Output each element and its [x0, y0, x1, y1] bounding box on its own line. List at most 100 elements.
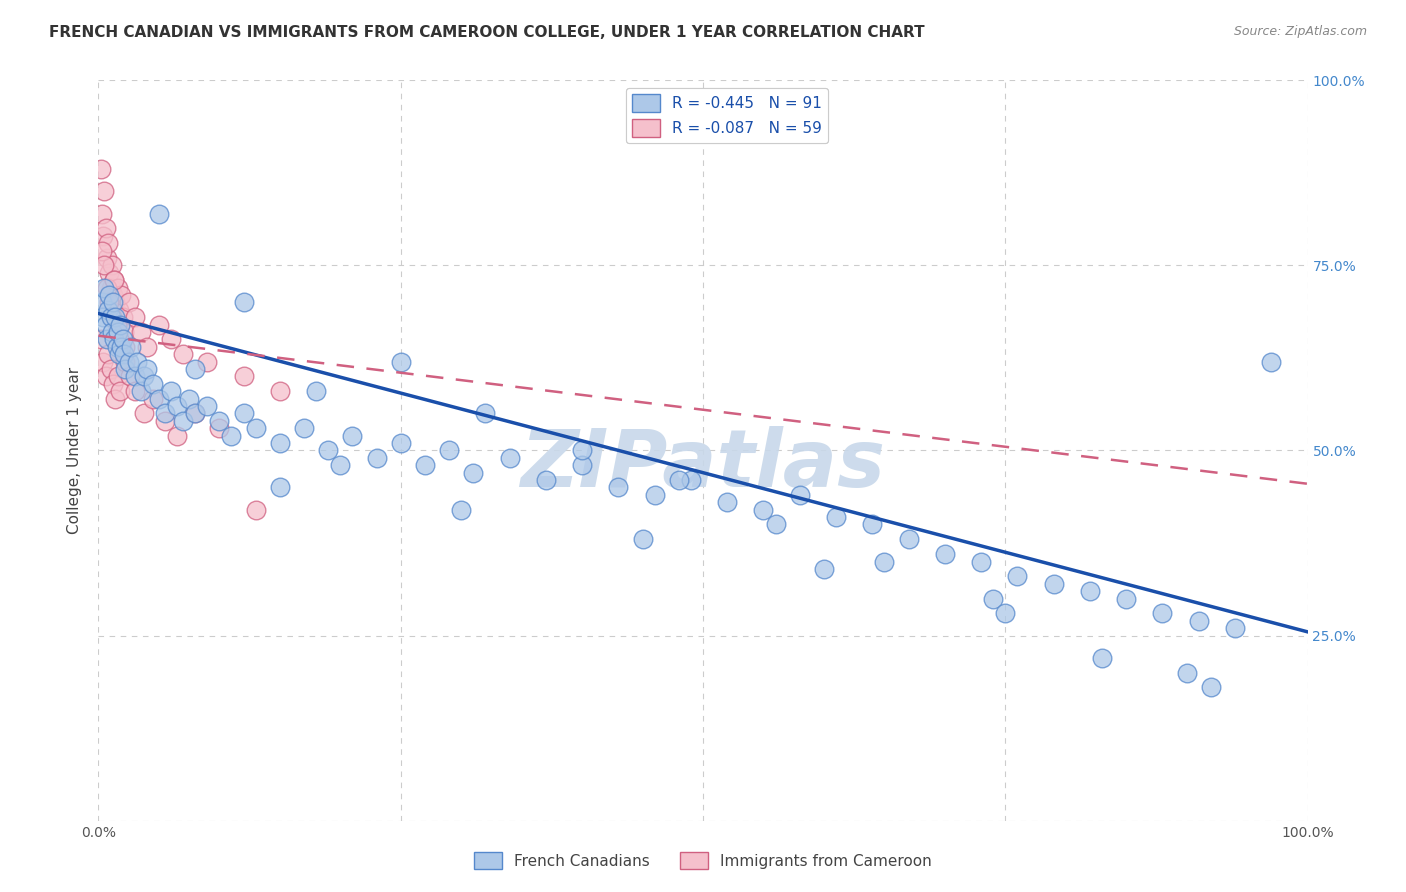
- Point: [607, 480, 630, 494]
- Point: [90, 332, 112, 346]
- Point: [98, 288, 121, 302]
- Point: [221, 428, 243, 442]
- Point: [93, 280, 115, 294]
- Point: [127, 354, 149, 368]
- Point: [112, 325, 135, 339]
- Point: [124, 369, 146, 384]
- Point: [172, 347, 194, 361]
- Point: [101, 376, 124, 391]
- Point: [389, 436, 412, 450]
- Point: [1199, 681, 1222, 695]
- Point: [825, 510, 848, 524]
- Point: [104, 392, 127, 406]
- Point: [463, 466, 485, 480]
- Point: [153, 407, 176, 421]
- Point: [94, 221, 117, 235]
- Point: [91, 244, 114, 258]
- Point: [160, 384, 183, 399]
- Text: FRENCH CANADIAN VS IMMIGRANTS FROM CAMEROON COLLEGE, UNDER 1 YEAR CORRELATION CH: FRENCH CANADIAN VS IMMIGRANTS FROM CAMER…: [49, 25, 925, 40]
- Point: [413, 458, 436, 473]
- Point: [329, 458, 352, 473]
- Point: [93, 259, 115, 273]
- Point: [104, 295, 127, 310]
- Point: [107, 325, 129, 339]
- Point: [97, 236, 120, 251]
- Point: [1175, 665, 1198, 680]
- Point: [994, 607, 1017, 621]
- Point: [96, 251, 118, 265]
- Point: [498, 450, 520, 465]
- Point: [366, 450, 388, 465]
- Point: [101, 288, 124, 302]
- Point: [93, 184, 115, 198]
- Point: [166, 428, 188, 442]
- Point: [148, 392, 170, 406]
- Point: [474, 407, 496, 421]
- Point: [135, 362, 157, 376]
- Point: [100, 280, 122, 294]
- Point: [103, 332, 125, 346]
- Point: [110, 288, 132, 302]
- Point: [450, 502, 472, 516]
- Point: [1260, 354, 1282, 368]
- Point: [305, 384, 328, 399]
- Point: [98, 295, 121, 310]
- Point: [316, 443, 339, 458]
- Point: [134, 407, 156, 421]
- Point: [110, 347, 132, 361]
- Point: [232, 295, 254, 310]
- Legend: French Canadians, Immigrants from Cameroon: French Canadians, Immigrants from Camero…: [468, 846, 938, 875]
- Point: [112, 347, 135, 361]
- Point: [107, 369, 129, 384]
- Point: [860, 517, 883, 532]
- Point: [96, 332, 118, 346]
- Point: [108, 318, 131, 332]
- Point: [124, 384, 146, 399]
- Point: [208, 421, 231, 435]
- Point: [100, 259, 122, 273]
- Point: [571, 443, 593, 458]
- Point: [571, 458, 593, 473]
- Point: [1115, 591, 1137, 606]
- Point: [142, 392, 165, 406]
- Point: [111, 332, 134, 346]
- Point: [108, 302, 131, 317]
- Point: [232, 407, 254, 421]
- Point: [153, 414, 176, 428]
- Point: [269, 384, 291, 399]
- Point: [897, 533, 920, 547]
- Point: [91, 206, 114, 220]
- Point: [172, 414, 194, 428]
- Point: [534, 473, 557, 487]
- Point: [107, 280, 129, 294]
- Point: [184, 407, 207, 421]
- Point: [269, 436, 291, 450]
- Point: [765, 517, 787, 532]
- Point: [129, 384, 152, 399]
- Point: [679, 473, 702, 487]
- Point: [103, 273, 125, 287]
- Point: [981, 591, 1004, 606]
- Point: [716, 495, 738, 509]
- Point: [100, 310, 122, 325]
- Point: [668, 473, 690, 487]
- Point: [114, 354, 136, 368]
- Point: [195, 354, 218, 368]
- Point: [245, 502, 267, 516]
- Point: [179, 392, 201, 406]
- Text: ZIPatlas: ZIPatlas: [520, 426, 886, 504]
- Point: [134, 369, 156, 384]
- Point: [98, 266, 121, 280]
- Point: [114, 362, 136, 376]
- Text: Source: ZipAtlas.com: Source: ZipAtlas.com: [1233, 25, 1367, 38]
- Legend: R = -0.445   N = 91, R = -0.087   N = 59: R = -0.445 N = 91, R = -0.087 N = 59: [626, 88, 828, 143]
- Point: [148, 206, 170, 220]
- Point: [108, 384, 131, 399]
- Point: [100, 362, 122, 376]
- Point: [232, 369, 254, 384]
- Point: [114, 340, 136, 354]
- Point: [752, 502, 775, 516]
- Point: [91, 310, 114, 325]
- Point: [104, 310, 127, 325]
- Point: [135, 340, 157, 354]
